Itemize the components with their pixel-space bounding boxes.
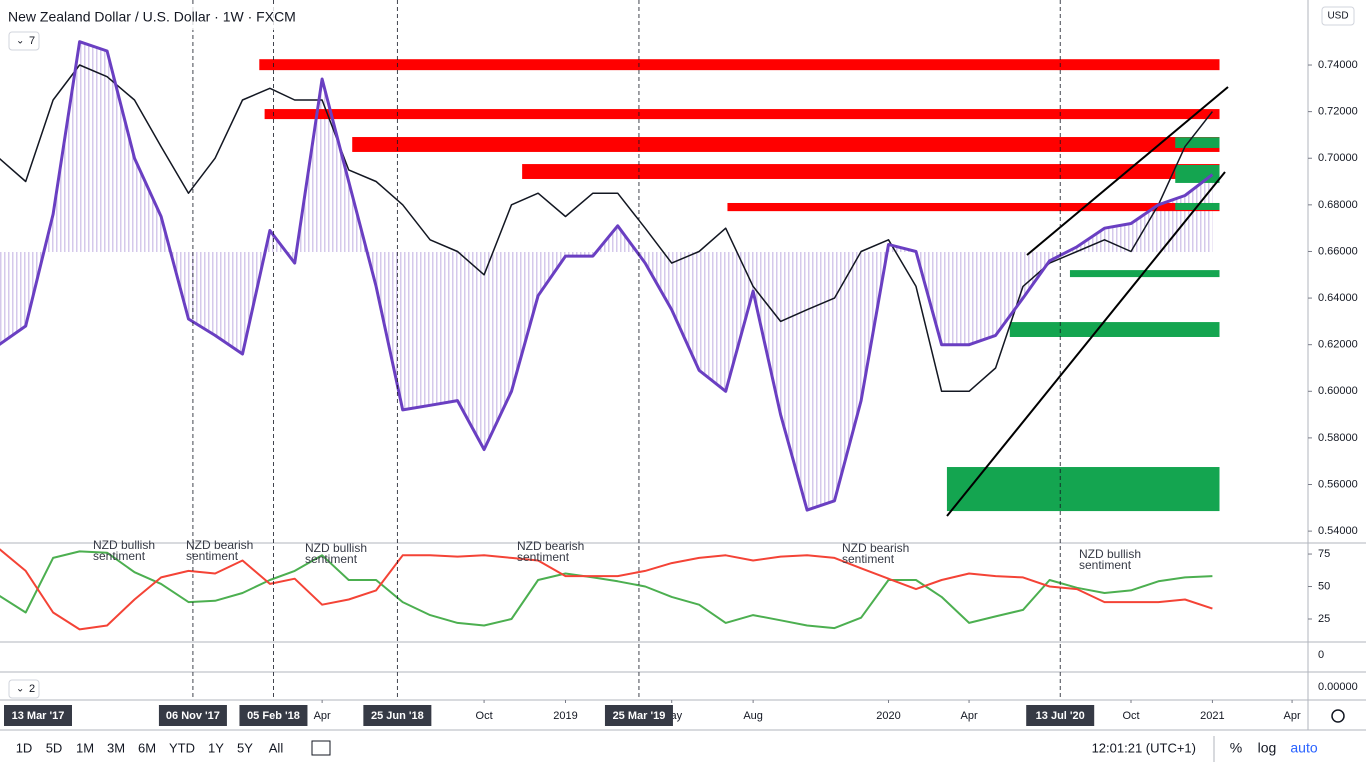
annotation: NZD bearish: [842, 541, 909, 555]
y-tick-label: 0.70000: [1318, 152, 1358, 164]
trend-line: [946, 171, 1226, 517]
date-range-icon[interactable]: [311, 740, 331, 756]
zone: [259, 59, 1220, 71]
x-tick-label: Oct: [1122, 710, 1139, 722]
zone: [1175, 164, 1220, 183]
range-button[interactable]: 5Y: [237, 740, 253, 755]
annotation: NZD bullish: [93, 538, 155, 552]
y-tick-label: 50: [1318, 580, 1330, 592]
event-label-box: [239, 705, 308, 726]
event-label: 06 Nov '17: [166, 710, 220, 722]
annotation: sentiment: [305, 552, 358, 566]
sentiment-area: [0, 41, 1213, 511]
y-tick-label: 0.68000: [1318, 199, 1358, 211]
annotation: NZD bullish: [305, 541, 367, 555]
collapse-button[interactable]: [8, 31, 40, 51]
chart-title: New Zealand Dollar / U.S. Dollar · 1W · …: [8, 9, 296, 25]
event-label-box: [363, 705, 432, 726]
pane-button-label: 2: [29, 683, 35, 695]
chevron: ⌄: [16, 36, 24, 47]
range-button[interactable]: 1D: [16, 740, 33, 755]
y-tick-label: 0.58000: [1318, 432, 1358, 444]
scale-option[interactable]: log: [1258, 740, 1277, 756]
range-button[interactable]: 1M: [76, 740, 94, 755]
y-tick-label: 0.62000: [1318, 339, 1358, 351]
y-tick-label: 0.74000: [1318, 59, 1358, 71]
fill-layer: [0, 41, 1213, 511]
y-tick-label: 0.72000: [1318, 106, 1358, 118]
range-button[interactable]: 1Y: [208, 740, 224, 755]
event-label-box: [4, 705, 72, 726]
axis-layer: 0.54000 0.56000 0.58000 0.60000 0.62000 0.640…: [4, 0, 1358, 726]
zone: [1175, 137, 1220, 148]
y-tick-label: 0.64000: [1318, 292, 1358, 304]
annotation: sentiment: [517, 550, 570, 564]
series-line: [0, 550, 1213, 630]
event-label: 13 Jul '20: [1036, 710, 1085, 722]
x-tick-label: 2020: [876, 710, 900, 722]
event-label: 25 Mar '19: [613, 710, 666, 722]
scale-option[interactable]: auto: [1290, 740, 1317, 756]
zone: [1069, 270, 1220, 278]
event-label-box: [158, 705, 227, 726]
chevron: ⌄: [16, 684, 24, 695]
zone: [1009, 322, 1220, 337]
zone: [522, 164, 1220, 179]
range-button[interactable]: 6M: [138, 740, 156, 755]
event-label: 05 Feb '18: [247, 710, 300, 722]
y-tick-label: 0.56000: [1318, 478, 1358, 490]
annotation: NZD bearish: [186, 538, 253, 552]
pane-axis-label: 0: [1318, 649, 1324, 661]
annotation: NZD bearish: [517, 539, 584, 553]
x-tick-label: 2019: [553, 710, 577, 722]
clock: 12:01:21 (UTC+1): [1092, 740, 1196, 755]
y-tick-label: 75: [1318, 548, 1330, 560]
range-button[interactable]: YTD: [169, 740, 195, 755]
x-tick-label: 2021: [1200, 710, 1224, 722]
zone: [946, 467, 1220, 512]
pane-axis-label: 0.00000: [1318, 681, 1358, 693]
range-button[interactable]: 3M: [107, 740, 125, 755]
y-tick-label: 0.60000: [1318, 385, 1358, 397]
collapse-button[interactable]: [8, 679, 40, 699]
currency-button[interactable]: [1321, 6, 1355, 26]
scale-option[interactable]: %: [1230, 740, 1242, 756]
settings-icon[interactable]: [1331, 709, 1345, 723]
currency-label: USD: [1327, 11, 1348, 22]
annotation: sentiment: [186, 549, 239, 563]
event-label-box: [1026, 705, 1095, 726]
y-tick-label: 0.66000: [1318, 245, 1358, 257]
event-label: 13 Mar '17: [12, 710, 65, 722]
zone: [352, 137, 1220, 152]
title-backdrop: [0, 6, 340, 30]
series-line: [0, 548, 1213, 631]
y-tick-label: 0.54000: [1318, 525, 1358, 537]
range-button[interactable]: All: [269, 740, 284, 755]
annotation: sentiment: [1079, 558, 1132, 572]
pane-button-label: 7: [29, 35, 35, 47]
annotation: sentiment: [93, 549, 146, 563]
event-label: 25 Jun '18: [371, 710, 424, 722]
x-tick-label: Apr: [960, 710, 977, 722]
toolbar: 1D 5D 1M 3M 6M YTD 1Y 5Y All 12:01:21 (UTC+1)% log…: [16, 736, 1318, 762]
event-label-box: [604, 705, 673, 726]
x-tick-label: Apr: [314, 710, 331, 722]
x-tick-label: Aug: [743, 710, 763, 722]
series-line: [0, 40, 1214, 512]
y-tick-label: 25: [1318, 613, 1330, 625]
zone: [264, 109, 1220, 120]
series-line: [0, 64, 1213, 393]
x-tick-label: Apr: [1284, 710, 1301, 722]
x-tick-label: Oct: [476, 710, 493, 722]
annotation: NZD bullish: [1079, 547, 1141, 561]
zones-layer: [259, 59, 1220, 512]
zone: [727, 202, 1220, 212]
annotation: sentiment: [842, 552, 895, 566]
range-button[interactable]: 5D: [46, 740, 63, 755]
